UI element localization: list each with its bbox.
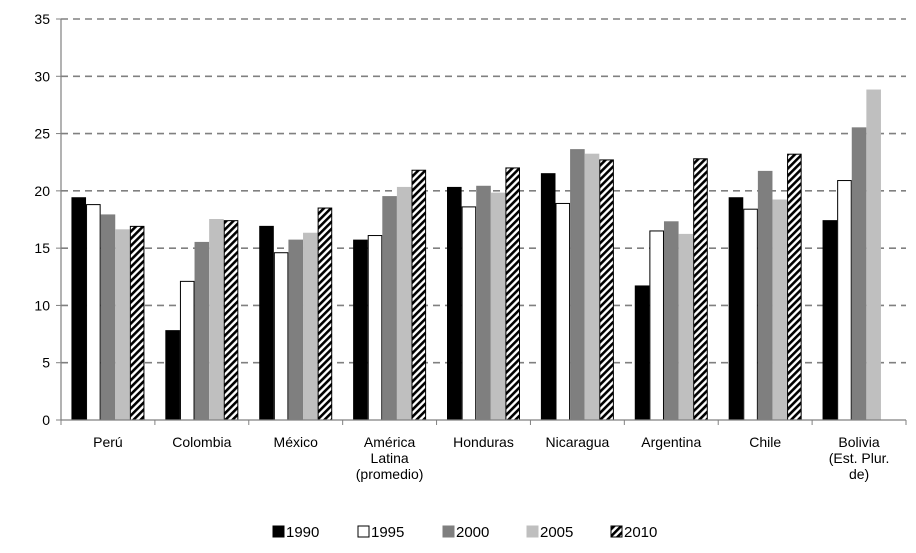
bar-2000	[570, 149, 585, 421]
bar-1990	[822, 220, 838, 421]
legend-swatch-2010	[610, 525, 623, 538]
bar-2000	[194, 241, 210, 421]
legend-swatch-2005	[526, 525, 539, 538]
x-tick-label: México	[274, 434, 319, 450]
bar-1995	[555, 202, 571, 421]
legend-label-2000: 2000	[456, 524, 489, 541]
x-tick-label: Latina	[371, 450, 409, 466]
x-tick-labels: Perú Colombia México AméricaLatina(promedio…	[93, 434, 889, 482]
bar-1995	[179, 280, 195, 421]
bar-1995	[649, 230, 664, 421]
bar-1990	[540, 173, 556, 421]
x-tick-label: Argentina	[641, 434, 701, 450]
y-tick-label: 25	[34, 126, 50, 142]
bar-2000	[288, 239, 304, 421]
bar-2005	[678, 233, 694, 421]
y-tick-label: 15	[34, 240, 50, 256]
bar-1990	[71, 197, 87, 421]
bar-2000	[757, 170, 773, 421]
bar-1995	[86, 204, 101, 421]
y-tick-label: 30	[34, 68, 50, 84]
bar-2000	[476, 185, 491, 421]
bar-2000	[851, 127, 867, 421]
bar-2010	[787, 153, 802, 421]
bar-1995	[367, 235, 383, 421]
bar-1995	[461, 206, 477, 421]
bar-2000	[100, 214, 116, 421]
x-tick-label: Colombia	[172, 434, 231, 450]
bar-2005	[584, 153, 600, 421]
y-tick-label: 0	[42, 412, 50, 428]
x-tick-label: Bolivia	[838, 434, 879, 450]
bar-1990	[634, 285, 650, 421]
bar-2000	[663, 221, 679, 421]
y-tick-label: 35	[34, 11, 50, 27]
bars	[71, 89, 881, 421]
x-tick-label: Chile	[749, 434, 781, 450]
bar-2005	[396, 186, 412, 421]
bar-1990	[259, 225, 274, 421]
y-tick-label: 10	[34, 297, 50, 313]
x-tick-label: Nicaragua	[545, 434, 609, 450]
legend-label-1995: 1995	[371, 524, 404, 541]
legend-label-2010: 2010	[624, 524, 657, 541]
bar-1995	[837, 180, 852, 421]
bar-1990	[353, 239, 368, 421]
y-tick-labels: 0 5 10 15 20 25 30 35	[34, 11, 50, 428]
bar-2010	[505, 167, 520, 421]
x-tick-label: (Est. Plur.	[829, 450, 890, 466]
bar-1990	[165, 330, 180, 421]
bar-1990	[728, 197, 744, 421]
bar-2005	[866, 89, 881, 421]
legend-label-2005: 2005	[540, 524, 573, 541]
bar-1995	[743, 208, 758, 421]
bar-2010	[223, 220, 239, 421]
legend-swatch-1995	[357, 525, 370, 538]
bar-2010	[599, 159, 614, 421]
bar-2005	[772, 199, 788, 421]
bar-2005	[303, 232, 318, 421]
bar-2010	[411, 169, 427, 421]
x-tick-label: de)	[849, 466, 869, 482]
x-tick-label: Perú	[93, 434, 123, 450]
bar-2005	[115, 229, 130, 421]
bar-2005	[490, 192, 506, 421]
axes	[56, 18, 907, 425]
legend-label-1990: 1990	[286, 524, 319, 541]
legend: 1990 1995 2000 2005 2010	[272, 524, 657, 541]
bar-2010	[693, 158, 708, 421]
y-tick-label: 20	[34, 183, 50, 199]
bar-2010	[129, 225, 145, 421]
x-tick-label: (promedio)	[356, 466, 424, 482]
y-tick-label: 5	[42, 355, 50, 371]
bar-1995	[273, 252, 289, 421]
bar-1990	[447, 186, 462, 421]
legend-swatch-2000	[442, 525, 455, 538]
bar-2010	[317, 207, 333, 421]
bar-2000	[382, 196, 397, 421]
bar-2005	[209, 219, 224, 421]
x-tick-label: Honduras	[453, 434, 514, 450]
legend-swatch-1990	[272, 525, 285, 538]
x-tick-label: América	[364, 434, 416, 450]
